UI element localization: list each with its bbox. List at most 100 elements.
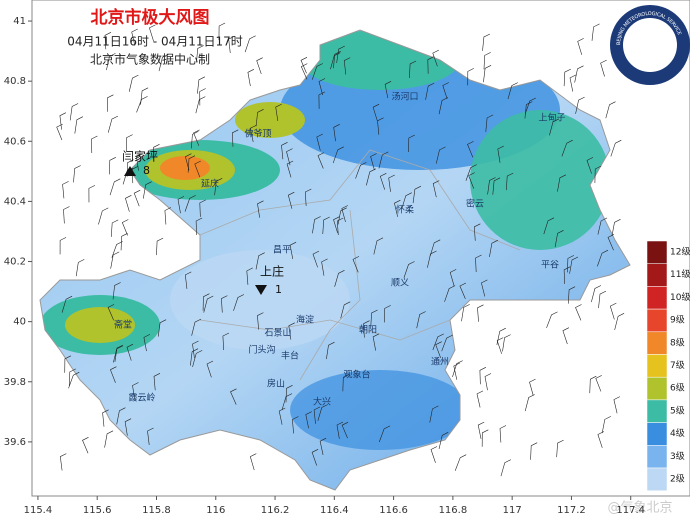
wind-barb [334,270,345,287]
legend-label: 11级 [670,268,690,280]
wind-barb [483,65,492,83]
wind-barb [111,241,123,258]
wind-barb [233,294,245,311]
wind-barb [191,131,199,149]
x-tick-label: 117.4 [616,505,645,516]
wind-barb [467,141,474,158]
wind-barb [311,449,319,466]
wind-barb [473,223,481,241]
wind-barb [317,152,325,169]
wind-barb [164,207,172,225]
wind-barb [475,254,482,273]
place-name: 大兴 [313,396,331,408]
wind-barb [435,146,446,164]
wind-barb [543,217,555,235]
wind-barb [613,396,621,414]
wind-barb [69,368,76,386]
wind-barb [378,425,391,443]
legend-swatch [646,445,668,469]
district-borders [199,149,521,381]
wind-barb [342,374,350,392]
wind-barb [610,139,622,157]
wind-barb [136,96,148,113]
wind-barb [449,269,457,286]
wind-barb [203,295,214,313]
place-name: 通州 [431,357,449,368]
legend-swatch [646,286,668,310]
wind-barb [230,388,237,405]
wind-barb [285,385,293,403]
title: 北京市极大风图 [91,7,210,28]
y-tick-label: 39.8 [4,377,26,388]
wind-barb [222,332,230,350]
wind-barb [330,52,341,70]
wind-barb [281,142,288,160]
wind-barb [158,54,169,72]
wind-barb [187,155,196,173]
wind-barb [177,196,185,214]
wind-barb [499,425,507,443]
place-name: 延庆 [201,178,219,190]
x-tick-label: 115.6 [83,505,112,516]
wind-barb [305,411,312,429]
wind-barb [317,404,328,421]
place-name: 怀柔 [396,204,414,216]
wind-barb [388,174,395,192]
wind-barb [107,94,114,112]
wind-barb [567,255,575,273]
wind-barb [452,360,463,378]
wind-barb [589,375,597,394]
wind-barb [313,406,321,424]
wind-barb [332,146,344,164]
wind-barb [218,22,226,41]
wind-barb [157,319,167,337]
x-tick-label: 115.4 [24,505,53,516]
wind-barb [143,334,151,352]
wind-barb [373,237,384,255]
wind-barb [403,261,415,278]
wind-barb [416,311,426,329]
wind-barb [500,459,511,477]
wind-barb [340,301,351,319]
wind-barb [246,267,253,285]
source: 北京市气象数据中心制 [90,52,210,67]
wind-barb [197,76,206,94]
wind-barb [562,327,570,345]
wind-barb [109,157,116,175]
wind-barb [432,333,444,351]
wind-barb [427,56,434,74]
x-tick-label: 117 [503,505,522,516]
y-tick-label: 41 [13,16,26,27]
wind-barb [304,188,312,206]
wind-barb [377,117,384,135]
wind-barb [126,343,134,361]
wind-barb [408,134,415,152]
wind-barb [467,68,474,86]
wind-barb [199,88,206,106]
wind-barb [192,340,199,358]
wind-barb [110,219,119,237]
wind-barb [288,322,295,340]
wind-barb [98,207,109,225]
wind-barb [292,416,299,434]
wind-barb [88,185,96,203]
wind-barb [199,199,206,217]
wind-barb [546,311,558,329]
wind-barb [441,334,453,352]
wind-barb [556,439,564,458]
wind-barb [568,286,576,304]
place-name: 丰台 [281,350,299,362]
legend-label: 12级 [670,246,690,258]
legend-label: 8级 [670,336,685,348]
place-name: 昌平 [273,245,291,256]
wind-barb [104,430,114,448]
legend-label: 5级 [670,404,685,416]
wind-barb [336,217,344,235]
wind-barb [114,344,124,362]
wind-barb [109,178,121,196]
wind-barb [563,266,571,284]
wind-barb [429,405,439,423]
wind-barb [507,82,518,100]
place-name: 门头沟 [248,344,275,356]
wind-barb [153,144,160,162]
